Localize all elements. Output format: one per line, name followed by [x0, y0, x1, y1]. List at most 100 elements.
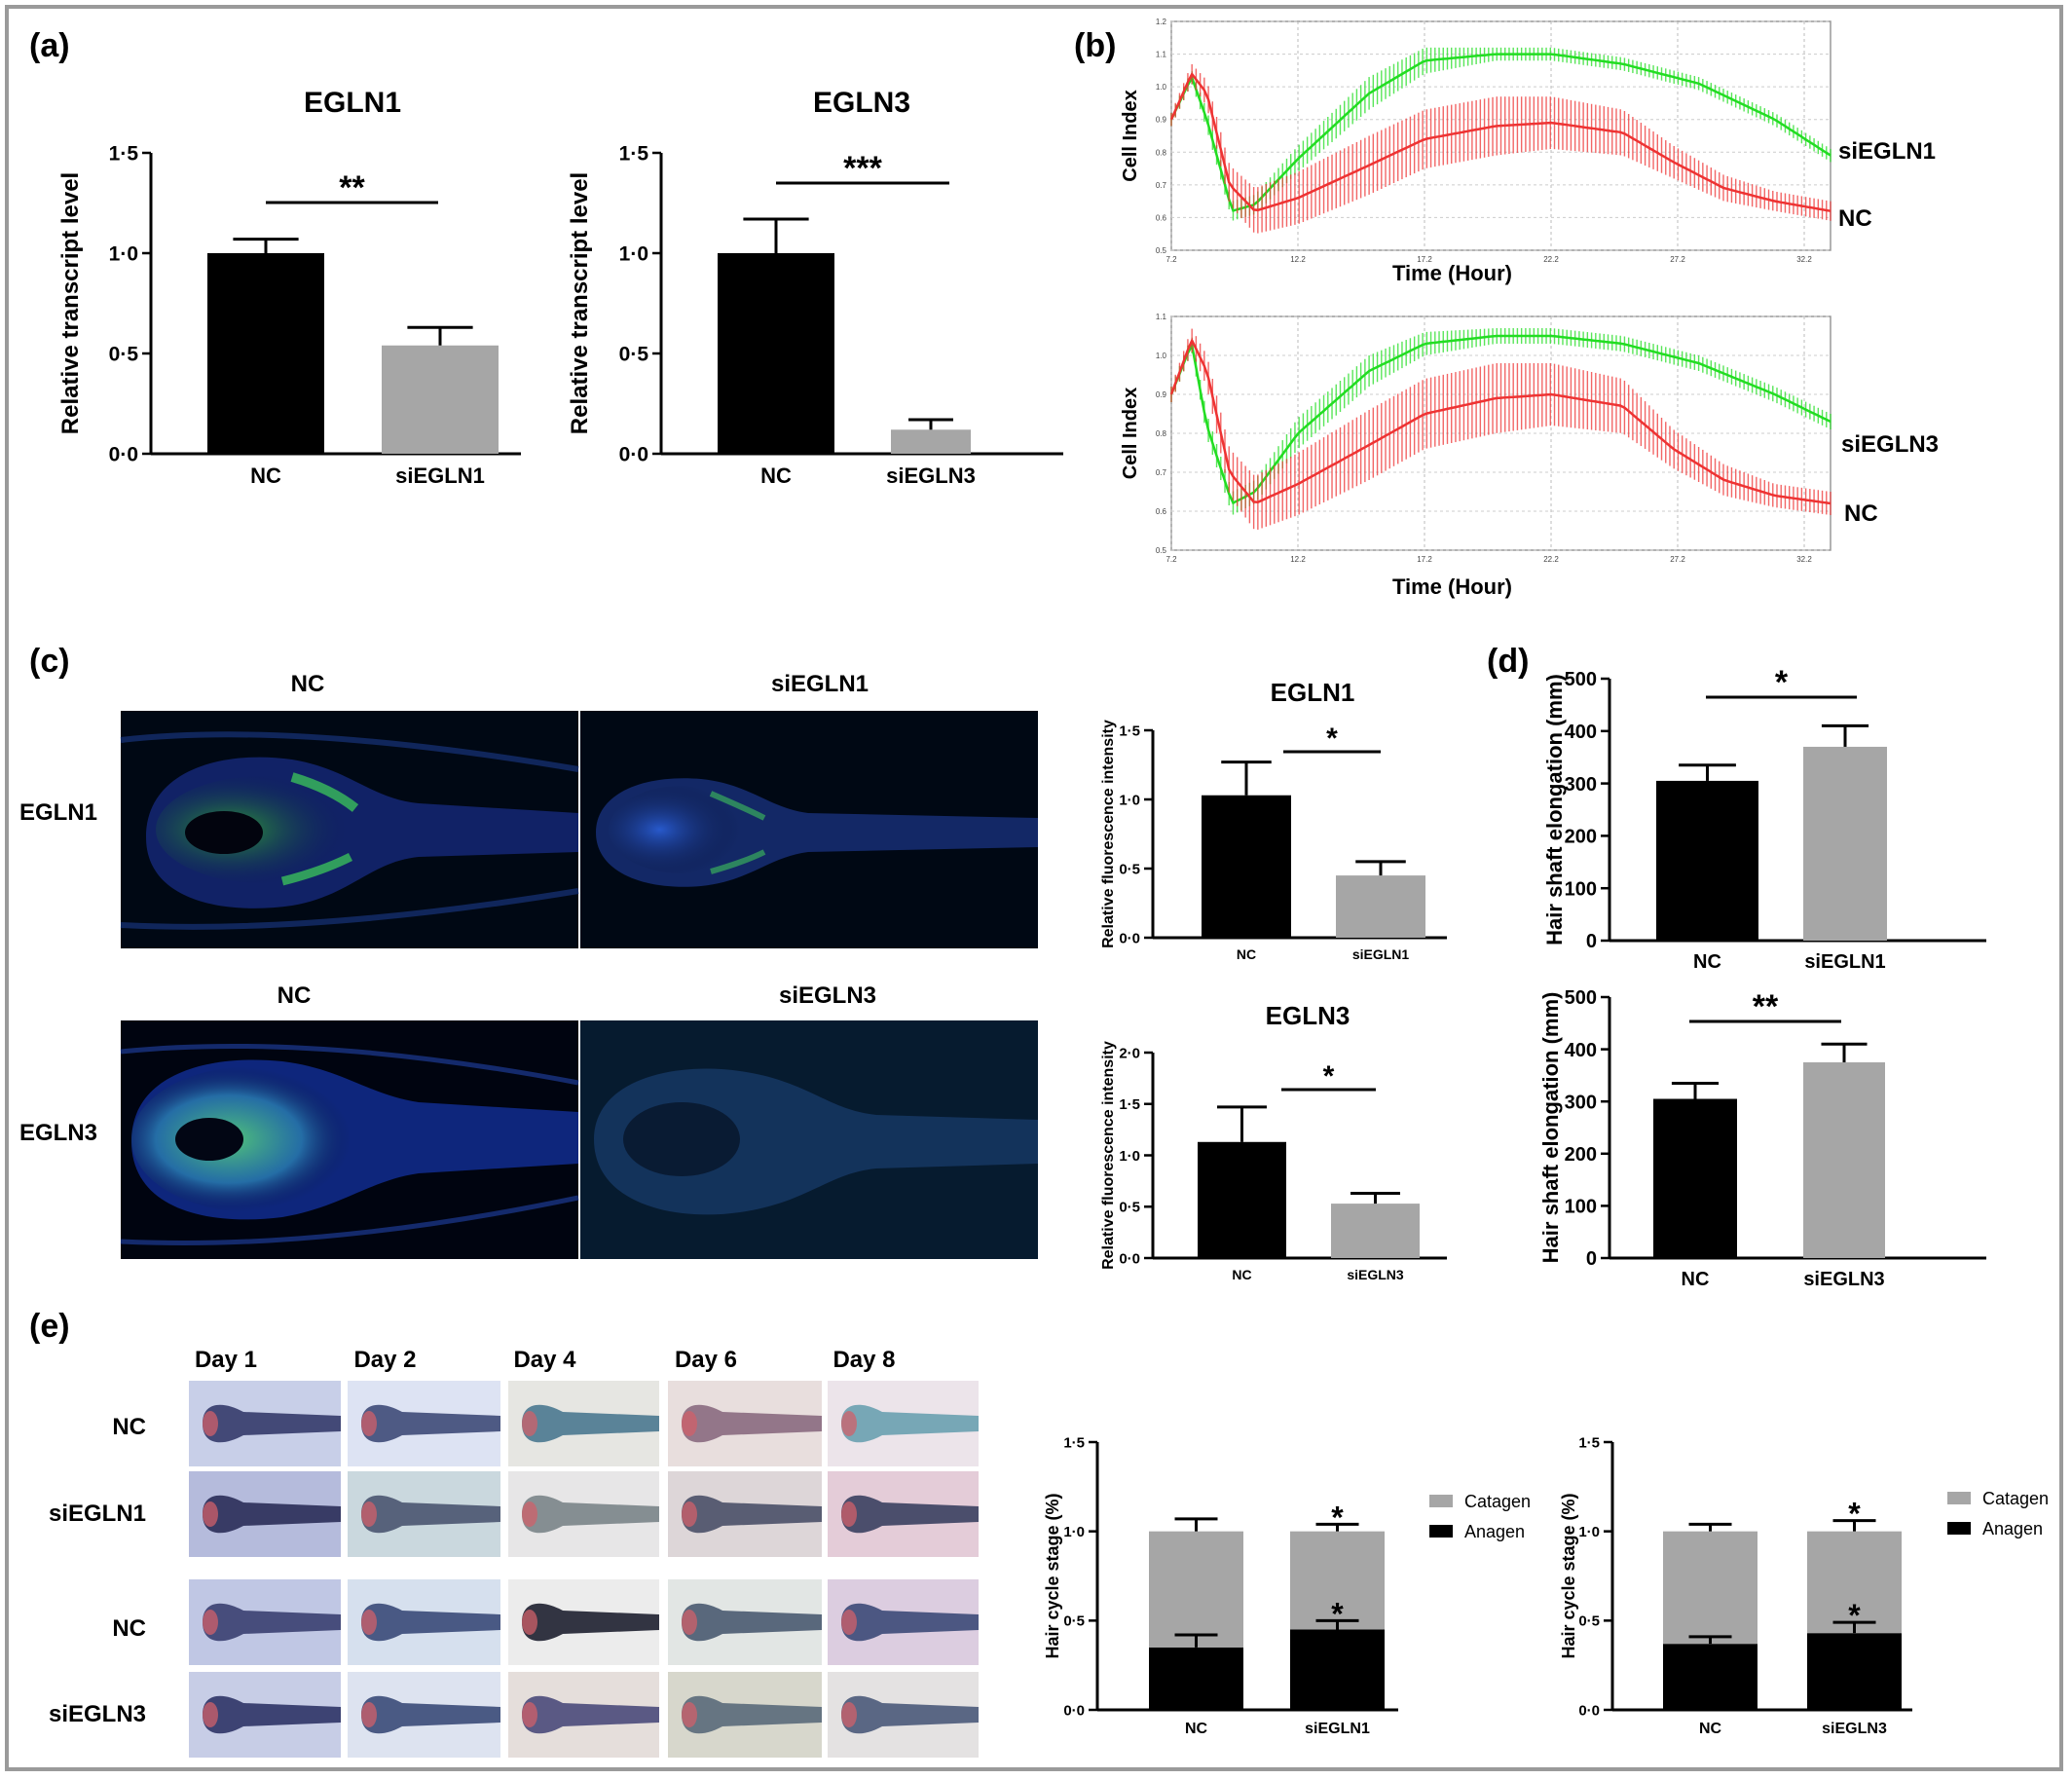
bar-nc	[1656, 780, 1758, 941]
follicle-photo	[508, 1381, 659, 1466]
follicle-shape	[841, 1695, 979, 1734]
y-axis-label: Hair shaft elongation (mm)	[1538, 992, 1563, 1264]
follicle-shape	[682, 1404, 822, 1443]
micrograph-egln3-nc	[120, 1020, 579, 1259]
chart-e-egln1: 0·0 0·5 1·0 1·5 Hair cycle stage (%) NC siEGLN…	[1043, 1434, 1531, 1737]
y-tick-label: 0·0	[1578, 1702, 1600, 1719]
dermal-papilla	[522, 1501, 537, 1527]
x-tick-label: 22.2	[1543, 255, 1559, 264]
follicle-shape	[361, 1404, 500, 1443]
y-tick-label: 0.7	[1156, 181, 1167, 190]
y-axis-label: Relative transcript level	[57, 172, 84, 434]
series-nc	[1169, 63, 1832, 234]
dermal-papilla	[361, 1702, 377, 1727]
b-bottom-label-si: siEGLN3	[1841, 431, 1939, 458]
follicle-photo	[189, 1672, 341, 1758]
y-tick-label: 0.9	[1156, 116, 1167, 125]
c-col-nc-top: NC	[291, 671, 325, 697]
bar-siegln1	[382, 345, 499, 454]
dermal-papilla	[203, 1702, 218, 1727]
y-tick-label: 400	[1565, 1040, 1597, 1061]
bar-catagen	[1290, 1531, 1385, 1630]
significance-stars: *	[1323, 1060, 1335, 1093]
series-line	[1169, 53, 1832, 212]
x-tick-label: 12.2	[1290, 555, 1306, 564]
y-tick-label: 1.2	[1156, 18, 1167, 26]
x-tick-label: 27.2	[1670, 255, 1685, 264]
day-header: Day 2	[353, 1347, 416, 1373]
dermal-papilla	[522, 1610, 537, 1635]
x-tick-label: 22.2	[1543, 555, 1559, 564]
legend-label-catagen: Catagen	[1982, 1489, 2049, 1508]
bar-anagen	[1149, 1647, 1243, 1710]
bar-catagen	[1807, 1531, 1902, 1634]
legend-label-catagen: Catagen	[1464, 1492, 1531, 1511]
chart-title: EGLN1	[304, 87, 401, 119]
panel-letter-a: (a)	[29, 27, 70, 64]
y-tick-label: 1·5	[1578, 1434, 1600, 1451]
y-tick-label: 0·0	[1063, 1702, 1085, 1719]
category-label: NC	[250, 463, 281, 488]
significance-stars: **	[339, 169, 365, 206]
bar-siegln1	[1336, 875, 1425, 938]
series-line	[1169, 334, 1832, 505]
follicle-photo	[828, 1672, 979, 1758]
y-tick-label: 0·5	[619, 344, 649, 366]
y-tick-label: 300	[1565, 774, 1597, 796]
x-tick-label: 17.2	[1417, 255, 1432, 264]
chart-a-egln3: 0·0 0·5 1·0 1·5 Relative transcript level EGL…	[567, 87, 1063, 488]
significance-stars: *	[1775, 664, 1789, 701]
significance-catagen: *	[1848, 1497, 1861, 1532]
category-label: NC	[1682, 1269, 1710, 1290]
follicle-shape	[841, 1495, 979, 1534]
category-label: siEGLN3	[1803, 1269, 1884, 1290]
follicle-shape	[361, 1495, 500, 1534]
x-tick-label: 32.2	[1796, 555, 1812, 564]
x-axis-label: Time (Hour)	[1392, 261, 1512, 285]
category-label: siEGLN3	[1347, 1267, 1404, 1282]
y-tick-label: 0·5	[1063, 1613, 1085, 1630]
y-tick-label: 0·0	[109, 444, 138, 466]
y-tick-label: 0.5	[1156, 246, 1167, 255]
dermal-papilla	[841, 1702, 857, 1727]
y-axis-label: Relative fluorescence intensity	[1100, 1041, 1117, 1270]
dermal-papilla	[682, 1610, 697, 1635]
panel-letter-e: (e)	[29, 1308, 70, 1345]
panel-e-photos: Day 1 Day 2 Day 4 Day 6 Day 8 NC siEGLN1 NC siEG…	[49, 1347, 979, 1758]
y-tick-label: 100	[1565, 1197, 1597, 1218]
y-tick-label: 100	[1565, 878, 1597, 900]
x-tick-label: 12.2	[1290, 255, 1306, 264]
series-nc	[1169, 328, 1832, 530]
y-tick-label: 0·5	[1119, 861, 1140, 877]
follicle-photo	[508, 1471, 659, 1557]
follicle-shape	[203, 1603, 341, 1642]
y-tick-label: 0.6	[1156, 507, 1167, 516]
row-label: siEGLN3	[49, 1701, 146, 1727]
follicle-photo	[668, 1579, 822, 1665]
y-tick-label: 1·0	[109, 243, 138, 266]
dermal-papilla	[841, 1411, 857, 1436]
y-tick-label: 1.1	[1156, 313, 1167, 321]
c-col-nc-bottom: NC	[278, 982, 312, 1009]
b-bottom-label-nc: NC	[1844, 500, 1878, 527]
y-tick-label: 1·5	[1119, 1096, 1140, 1113]
dermal-papilla	[682, 1411, 697, 1436]
y-tick-label: 0.9	[1156, 390, 1167, 399]
category-label: NC	[1693, 951, 1721, 973]
day-header: Day 6	[675, 1347, 737, 1373]
chart-title: EGLN3	[1266, 1001, 1350, 1030]
legend-swatch-anagen	[1429, 1525, 1453, 1538]
category-label: siEGLN3	[886, 463, 976, 488]
day-header: Day 4	[513, 1347, 576, 1373]
dermal-papilla	[203, 1610, 218, 1635]
panel-letter-b: (b)	[1074, 27, 1116, 64]
follicle-photo	[828, 1471, 979, 1557]
bar-anagen	[1290, 1629, 1385, 1710]
category-label: siEGLN1	[395, 463, 485, 488]
x-tick-label: 27.2	[1670, 555, 1685, 564]
bar-nc	[1653, 1098, 1737, 1258]
panel-letter-c: (c)	[29, 643, 70, 680]
follicle-photo	[189, 1471, 341, 1557]
